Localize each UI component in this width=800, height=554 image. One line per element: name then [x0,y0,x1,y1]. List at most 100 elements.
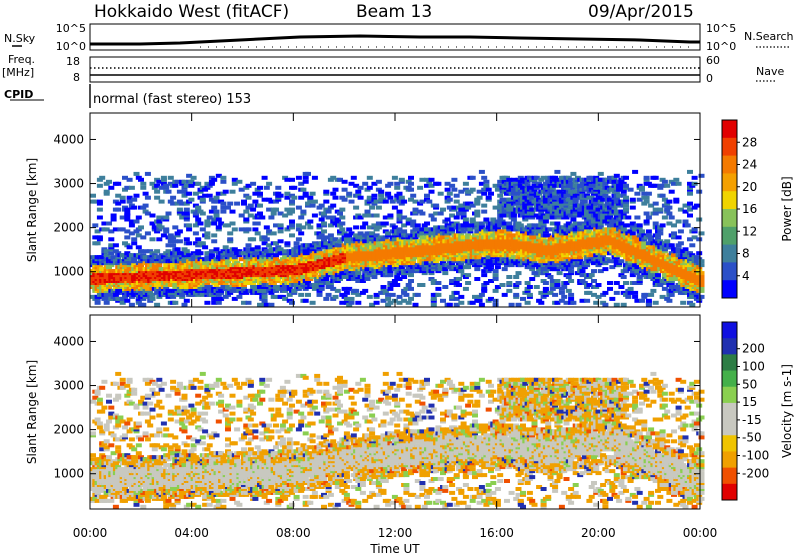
heatmap-cell [103,300,110,305]
heatmap-cell [339,207,346,212]
heatmap-cell [101,221,108,226]
heatmap-cell [330,175,337,180]
heatmap-cell [291,185,298,190]
heatmap-cell [533,285,540,289]
heatmap-cell [144,171,151,176]
heatmap-cell [373,199,380,204]
heatmap-cell [197,221,204,226]
heatmap-cell [366,185,373,190]
heatmap-cell [250,237,257,242]
heatmap-cell [318,233,325,238]
heatmap-cell [128,253,135,258]
heatmap-cell [206,215,213,220]
heatmap-cell [222,189,229,194]
heatmap-cell [337,211,343,216]
heatmap-cell [362,239,369,244]
heatmap-cell [584,298,591,303]
heatmap-cell [199,211,206,216]
heatmap-cell [186,253,193,258]
heatmap-cell [474,221,481,226]
heatmap-cell [453,290,460,295]
nsearch-tick-bottom: 10^0 [706,40,736,53]
heatmap-cell [369,205,376,210]
heatmap-cell [277,211,284,216]
heatmap-cell [343,296,350,301]
heatmap-cell [106,221,112,226]
heatmap-cell [170,201,177,206]
heatmap-cell [478,169,485,174]
heatmap-cell [176,207,183,212]
heatmap-cell [405,300,412,305]
heatmap-cell [419,211,426,216]
nave-label: Nave [756,65,784,78]
heatmap-cell [231,177,238,182]
heatmap-cell [206,221,213,226]
heatmap-cell [579,269,586,274]
heatmap-cell [483,217,490,222]
heatmap-cell [273,223,279,228]
heatmap-cell [213,213,220,218]
heatmap-cell [517,223,524,228]
heatmap-cell [465,205,472,210]
heatmap-cell [204,255,211,260]
heatmap-cell [497,193,504,198]
heatmap-cell [215,173,222,178]
heatmap-cell [440,207,446,212]
heatmap-cell [394,185,401,190]
nsky-tick-bottom: 10^0 [56,40,86,53]
freq-tick-bottom: 8 [73,71,80,84]
heatmap-cell [96,207,103,212]
heatmap-cell [481,273,488,278]
heatmap-cell [481,203,488,208]
heatmap-cell [465,273,472,278]
heatmap-cell [321,211,327,216]
heatmap-cell [366,213,373,218]
heatmap-cell [204,300,211,305]
heatmap-cell [401,275,408,279]
heatmap-cell [302,298,309,303]
heatmap-cell [213,209,220,214]
heatmap-cell [215,225,222,230]
heatmap-cell [165,211,172,216]
heatmap-cell [94,229,101,234]
heatmap-cell [140,235,147,240]
heatmap-cell [371,275,378,279]
heatmap-cell [554,221,561,226]
heatmap-cell [346,286,353,291]
heatmap-cell [247,203,254,208]
heatmap-cell [465,265,472,270]
heatmap-cell [316,223,323,228]
heatmap-cell [122,175,128,180]
heatmap-cell [131,205,138,210]
heatmap-cell [266,207,273,212]
heatmap-cell [186,227,193,232]
heatmap-cell [391,279,398,283]
heatmap-cell [119,195,126,200]
heatmap-cell [238,227,245,232]
heatmap-cell [476,255,483,260]
heatmap-cell [467,223,474,228]
heatmap-cell [112,227,119,232]
heatmap-cell [126,177,133,182]
heatmap-cell [556,271,563,276]
heatmap-cell [327,223,334,228]
heatmap-cell [476,195,483,200]
heatmap-cell [154,189,161,194]
heatmap-cell [414,292,421,297]
heatmap-cell [208,249,215,254]
heatmap-cell [302,191,309,196]
heatmap-cell [208,209,215,214]
heatmap-cell [444,187,451,192]
heatmap-cell [96,183,103,188]
date-title: 09/Apr/2015 [588,2,694,22]
heatmap-cell [183,207,190,212]
heatmap-cell [103,189,110,194]
heatmap-cell [181,257,188,262]
heatmap-cell [568,296,575,301]
heatmap-cell [440,298,446,303]
heatmap-cell [231,181,238,186]
heatmap-cell [350,277,357,281]
heatmap-cell [273,257,279,262]
heatmap-cell [398,195,405,200]
